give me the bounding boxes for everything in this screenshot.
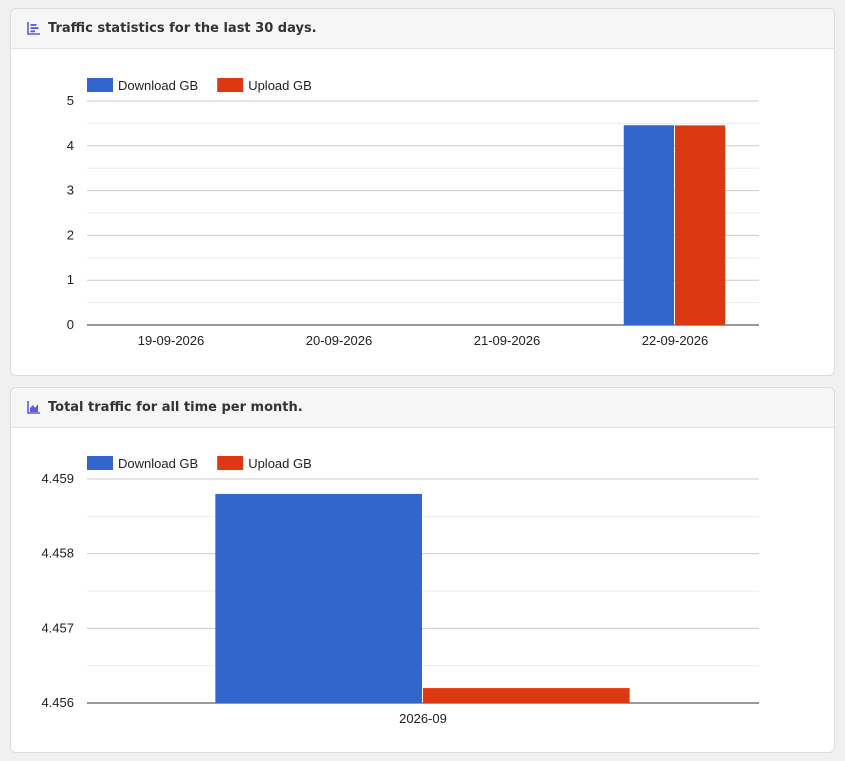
x-tick-label: 20-09-2026 bbox=[306, 333, 373, 348]
bar-download[interactable] bbox=[215, 493, 422, 703]
card-title: Total traffic for all time per month. bbox=[48, 400, 303, 415]
y-tick-label: 4.458 bbox=[41, 546, 74, 561]
y-tick-label: 4 bbox=[67, 138, 74, 153]
legend-label: Upload GB bbox=[248, 456, 312, 471]
y-tick-label: 5 bbox=[67, 93, 74, 108]
y-tick-label: 3 bbox=[67, 183, 74, 198]
daily-traffic-chart: 0 1 2 3 4 5 19-09-2026 20-09-2026 21-09-2026 22-0… bbox=[67, 78, 759, 348]
y-tick-label: 4.459 bbox=[41, 471, 74, 486]
bar-chart-icon bbox=[27, 22, 40, 35]
y-tick-label: 0 bbox=[67, 317, 74, 332]
monthly-traffic-card: Total traffic for all time per month. 4.… bbox=[10, 387, 835, 753]
bar-download[interactable] bbox=[623, 125, 674, 325]
legend-swatch-upload bbox=[217, 456, 244, 470]
legend-swatch-upload bbox=[217, 78, 244, 92]
y-tick-label: 4.457 bbox=[41, 620, 74, 635]
legend-swatch-download bbox=[87, 78, 113, 92]
y-tick-label: 1 bbox=[67, 272, 74, 287]
legend-label: Download GB bbox=[118, 456, 198, 471]
area-chart-icon bbox=[27, 401, 40, 414]
daily-traffic-card: Traffic statistics for the last 30 days.… bbox=[10, 8, 835, 376]
bar-upload[interactable] bbox=[423, 688, 630, 703]
y-tick-label: 2 bbox=[67, 227, 74, 242]
x-tick-label: 21-09-2026 bbox=[474, 333, 541, 348]
monthly-traffic-header: Total traffic for all time per month. bbox=[11, 388, 834, 428]
legend-label: Upload GB bbox=[248, 78, 312, 93]
daily-traffic-header: Traffic statistics for the last 30 days. bbox=[11, 9, 834, 49]
legend-swatch-download bbox=[87, 456, 113, 470]
x-tick-label: 22-09-2026 bbox=[642, 333, 709, 348]
bar-upload[interactable] bbox=[675, 125, 726, 325]
x-tick-label: 2026-09 bbox=[399, 711, 447, 726]
y-tick-label: 4.456 bbox=[41, 695, 74, 710]
legend-label: Download GB bbox=[118, 78, 198, 93]
x-tick-label: 19-09-2026 bbox=[138, 333, 205, 348]
card-title: Traffic statistics for the last 30 days. bbox=[48, 21, 317, 36]
monthly-traffic-chart: 4.456 4.457 4.458 4.459 2026-09 Download GB Up… bbox=[41, 456, 759, 726]
